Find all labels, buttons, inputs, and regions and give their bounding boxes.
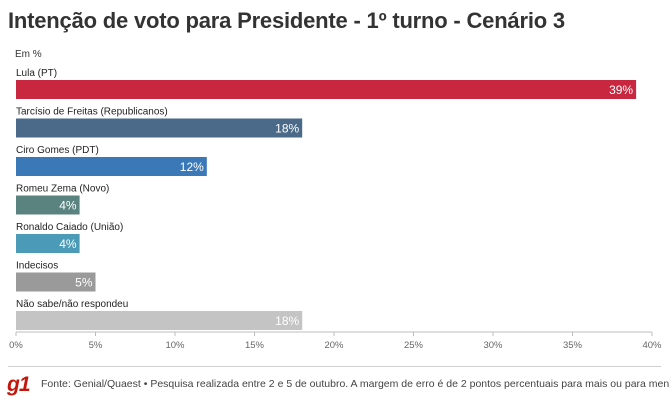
data-label: 5%: [75, 276, 93, 290]
x-tick-label: 40%: [642, 340, 662, 351]
bar: [16, 195, 80, 215]
data-label: 39%: [609, 83, 633, 97]
x-tick-label: 25%: [404, 340, 424, 351]
bar: [16, 234, 80, 253]
bar: [16, 80, 637, 99]
category-label: Ciro Gomes (PDT): [16, 145, 99, 156]
category-label: Romeu Zema (Novo): [16, 184, 109, 195]
category-label: Não sabe/não respondeu: [16, 299, 128, 310]
x-tick-label: 15%: [245, 340, 265, 351]
chart-title: Intenção de voto para Presidente - 1º tu…: [8, 8, 565, 33]
category-label: Tarcísio de Freitas (Republicanos): [16, 107, 168, 118]
bar: [16, 311, 303, 330]
data-label: 12%: [180, 160, 204, 174]
x-tick-label: 10%: [165, 340, 185, 351]
category-label: Ronaldo Caiado (União): [16, 222, 123, 233]
data-label: 4%: [59, 237, 77, 251]
data-label: 18%: [275, 122, 299, 136]
data-label: 18%: [275, 314, 299, 328]
category-label: Indecisos: [16, 261, 58, 272]
x-tick-label: 30%: [483, 340, 503, 351]
x-tick-label: 0%: [9, 340, 23, 351]
bar: [16, 157, 207, 176]
x-tick-label: 35%: [563, 340, 583, 351]
source-note: Fonte: Genial/Quaest • Pesquisa realizad…: [41, 378, 669, 390]
footer-divider: [8, 366, 661, 367]
bar: [16, 118, 303, 138]
bar: [16, 272, 96, 292]
g1-logo: g1: [7, 373, 30, 396]
category-label: Lula (PT): [16, 68, 57, 79]
x-tick-label: 20%: [324, 340, 344, 351]
unit-label: Em %: [15, 49, 42, 60]
data-label: 4%: [59, 199, 77, 213]
x-tick-label: 5%: [89, 340, 103, 351]
